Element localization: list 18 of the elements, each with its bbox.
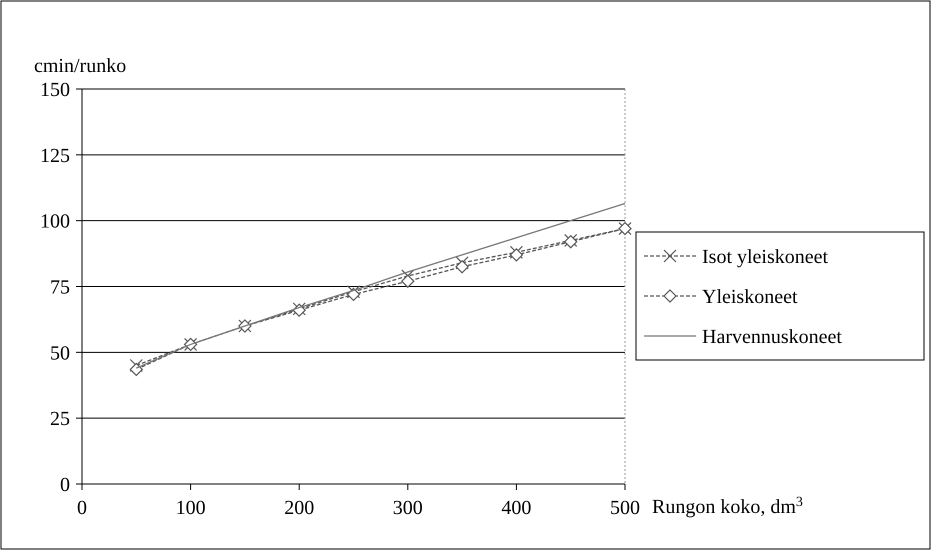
y-tick-label: 50: [50, 342, 70, 364]
legend-label: Harvennuskoneet: [702, 326, 842, 348]
x-axis-title: Rungon koko, dm$^{3}$: [652, 494, 803, 518]
y-tick-label: 100: [40, 210, 70, 233]
y-tick-label: 75: [50, 276, 70, 298]
y-tick-label: 0: [60, 474, 70, 496]
x-tick-label: 400: [501, 497, 532, 519]
x-tick-label: 100: [176, 497, 206, 519]
y-tick-label: 125: [40, 144, 70, 167]
legend-label: Yleiskoneet: [702, 286, 798, 308]
x-tick-label: 0: [77, 497, 87, 519]
x-tick-label: 200: [284, 497, 314, 519]
y-tick-label: 150: [40, 79, 70, 101]
x-tick-label: 300: [392, 497, 423, 519]
x-tick-label: 500: [610, 497, 640, 519]
legend-label: Isot yleiskoneet: [702, 246, 829, 268]
y-tick-label: 25: [50, 408, 70, 430]
y-axis-title: cmin/runko: [34, 55, 126, 77]
